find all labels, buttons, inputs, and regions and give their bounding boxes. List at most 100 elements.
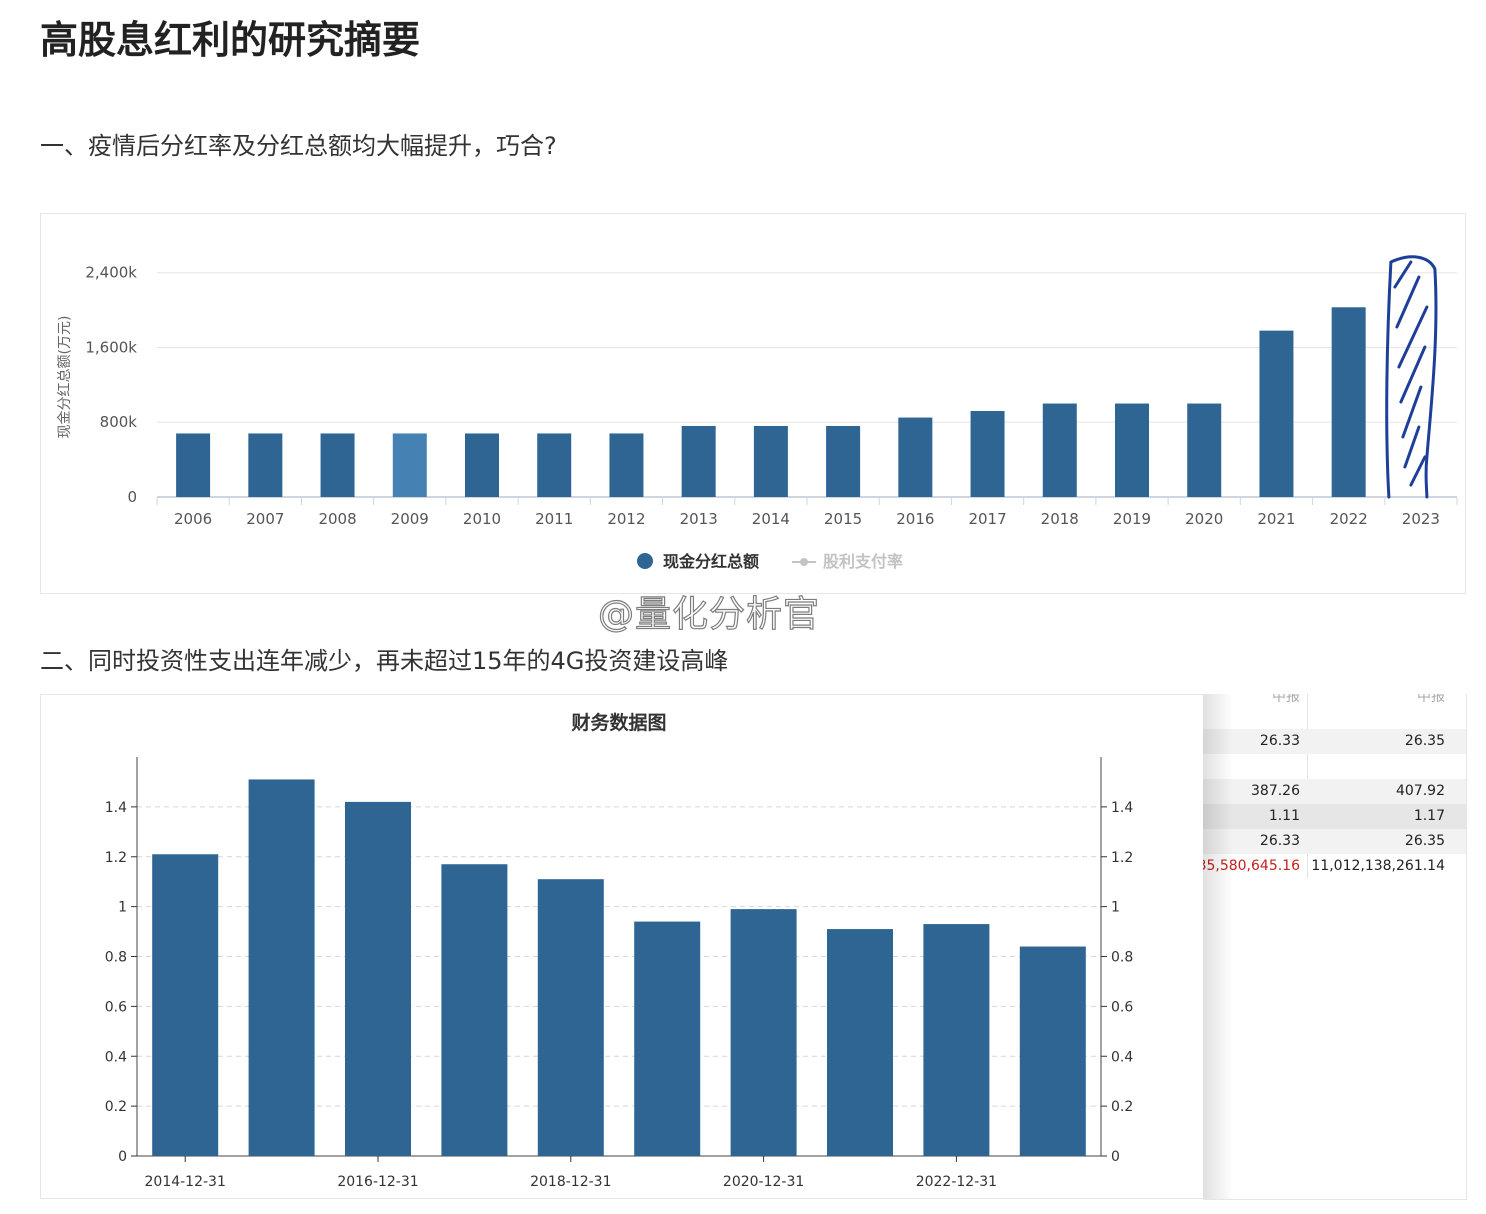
y-tick-label-right: 0.6 [1111, 999, 1133, 1015]
annotation-hatch [1409, 455, 1427, 487]
bar [465, 433, 499, 497]
bar [634, 921, 701, 1156]
y-tick-label: 1.4 [105, 800, 127, 816]
bar [248, 433, 283, 497]
table-row: 387.26 407.92 [1203, 779, 1466, 804]
y-tick-label-right: 0 [1111, 1149, 1120, 1165]
x-tick-label: 2014-12-31 [145, 1174, 226, 1190]
y-tick-label: 0.8 [105, 950, 127, 966]
table-header-row: 中报 中报 [1203, 694, 1466, 707]
y-tick-label: 0.4 [105, 1049, 127, 1065]
bar [1042, 403, 1077, 497]
dividend-chart: 0 800k 1,600k 2,400k 2006 2007 2008 2009 2010 201… [57, 255, 1458, 571]
bar [537, 433, 572, 497]
x-tick-label: 2018-12-31 [530, 1174, 611, 1190]
bar [1331, 307, 1366, 497]
table-cell: 35,580,645.16 [1203, 858, 1300, 874]
x-tick-label: 2020 [1185, 510, 1223, 528]
x-tick-label: 2011 [535, 510, 573, 528]
x-tick-label: 2010 [463, 510, 501, 528]
annotation-hatch [1395, 275, 1421, 329]
bar [345, 801, 411, 1156]
annotation-hatch [1393, 260, 1413, 289]
table-row: 26.33 26.35 [1203, 729, 1466, 754]
financial-chart: 财务数据图 0 0 0.2 0.2 0.4 0.4 0.6 0.6 0.8 0.8 1 1 1.2 1.2 1… [105, 711, 1134, 1190]
table-cell: 11,012,138,261.14 [1311, 858, 1445, 874]
table-cell: 26.33 [1259, 833, 1300, 849]
y-tick-label-right: 1 [1111, 900, 1120, 916]
bar [609, 433, 644, 497]
weibo-watermark: @量化分析官 [597, 593, 821, 635]
table-header-cell: 中报 [1417, 694, 1445, 705]
x-tick-label: 2018 [1041, 510, 1079, 528]
y-tick-label-right: 0.2 [1111, 1099, 1133, 1115]
financial-chart-panel: 财务数据图 0 0 0.2 0.2 0.4 0.4 0.6 0.6 0.8 0.8 1 1 1.2 1.2 1… [40, 694, 1204, 1199]
bar [898, 417, 933, 497]
legend-label: 股利支付率 [823, 552, 903, 571]
x-tick-label: 2013 [680, 510, 718, 528]
x-tick-label: 2014 [752, 510, 790, 528]
y-tick-label-right: 0.4 [1111, 1049, 1133, 1065]
bar [826, 425, 861, 497]
table-cell: 26.33 [1259, 733, 1300, 749]
y-axis-title: 现金分红总额(万元) [57, 316, 73, 439]
x-tick-label: 2022 [1330, 510, 1368, 528]
table-row [1203, 704, 1466, 729]
table-cell: 1.17 [1413, 808, 1445, 824]
y-tick-label: 800k [100, 413, 138, 431]
x-tick-label: 2015 [824, 510, 862, 528]
annotation-outline [1385, 255, 1438, 499]
dividend-chart-panel: 0 800k 1,600k 2,400k 2006 2007 2008 2009 2010 201… [40, 213, 1466, 594]
bar [441, 864, 508, 1156]
bar [248, 779, 315, 1156]
bar [392, 433, 427, 497]
y-tick-label-right: 0.8 [1111, 950, 1133, 966]
x-tick-label: 2008 [318, 510, 356, 528]
y-tick-label: 0.2 [105, 1099, 127, 1115]
x-tick-label: 2020-12-31 [723, 1174, 804, 1190]
legend-marker [637, 553, 653, 569]
bar [681, 425, 716, 497]
bar [320, 433, 355, 497]
y-tick-label-right: 1.2 [1111, 850, 1133, 866]
hand-drawn-annotation [1385, 255, 1438, 499]
annotation-hatch [1399, 345, 1427, 404]
y-tick-label: 0 [127, 488, 137, 506]
table-cell: 26.35 [1404, 733, 1445, 749]
y-tick-label: 0 [118, 1149, 127, 1165]
bar [176, 433, 211, 497]
table-cell: 387.26 [1251, 783, 1300, 799]
bar [923, 924, 990, 1156]
table-row [1203, 754, 1466, 779]
bar [1019, 946, 1086, 1156]
y-tick-label: 2,400k [85, 264, 137, 282]
x-tick-label: 2016-12-31 [337, 1174, 418, 1190]
bar [970, 411, 1005, 497]
x-tick-label: 2006 [174, 510, 212, 528]
table-row: 1.11 1.17 [1203, 804, 1466, 829]
table-row: 35,580,645.16 11,012,138,261.14 [1203, 854, 1466, 879]
bar [1187, 403, 1222, 497]
bar [730, 909, 797, 1156]
x-tick-label: 2019 [1113, 510, 1151, 528]
section-heading-1: 一、疫情后分红率及分红总额均大幅提升，巧合? [40, 132, 557, 160]
bar [537, 879, 604, 1156]
y-tick-label-right: 1.4 [1111, 800, 1133, 816]
bar [152, 854, 219, 1156]
table-cell: 407.92 [1396, 783, 1445, 799]
x-tick-label: 2023 [1402, 510, 1440, 528]
scroll-shadow [1203, 694, 1233, 1199]
y-tick-label: 1 [118, 900, 127, 916]
x-tick-label: 2022-12-31 [916, 1174, 997, 1190]
y-tick-label: 0.6 [105, 999, 127, 1015]
page-title: 高股息红利的研究摘要 [40, 18, 421, 62]
legend-marker [800, 558, 808, 566]
annotation-hatch [1403, 425, 1421, 469]
table-row: 26.33 26.35 [1203, 829, 1466, 854]
x-tick-label: 2016 [896, 510, 934, 528]
x-tick-label: 2017 [968, 510, 1006, 528]
y-tick-label: 1.2 [105, 850, 127, 866]
y-tick-label: 1,600k [85, 338, 137, 356]
section-heading-2: 二、同时投资性支出连年减少，再未超过15年的4G投资建设高峰 [40, 647, 729, 675]
table-cell: 26.35 [1404, 833, 1445, 849]
